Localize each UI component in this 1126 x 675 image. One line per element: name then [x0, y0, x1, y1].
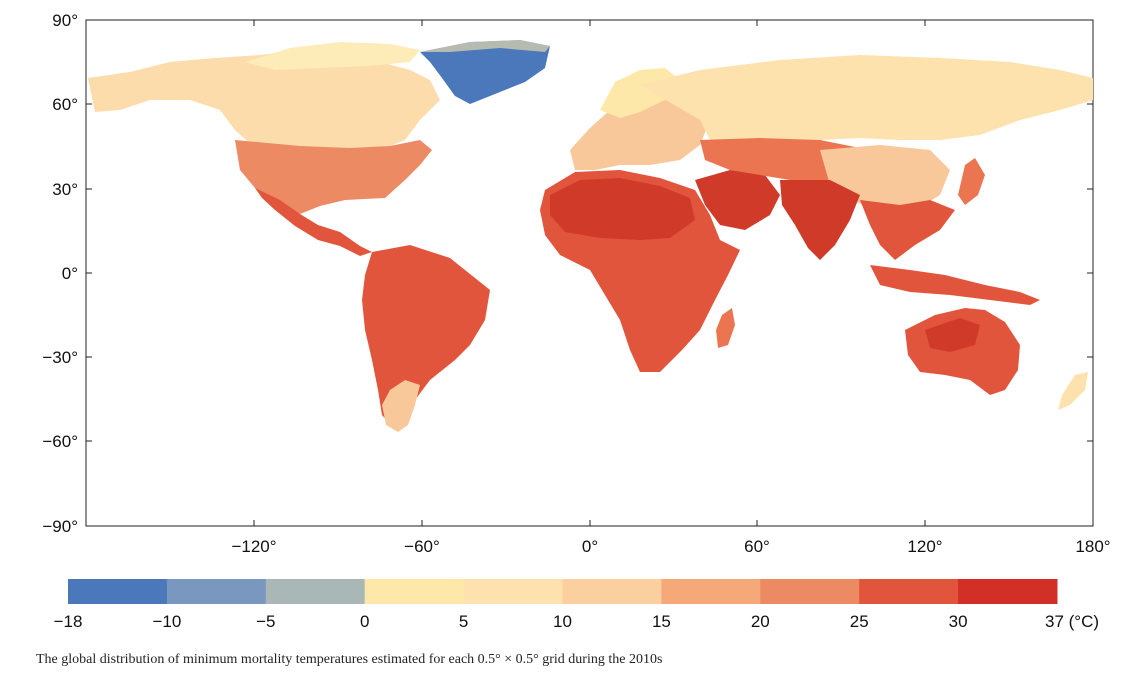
x-tick-label-minus60: −60°	[404, 537, 440, 556]
colorbar-tick-label: 20	[751, 612, 770, 631]
colorbar-segment	[760, 579, 860, 604]
tick-marks	[86, 20, 1093, 526]
land-central-america	[255, 188, 372, 256]
x-tick-label-minus120: −120°	[231, 537, 276, 556]
y-tick-label-minus90: −90°	[42, 517, 78, 536]
y-tick-label-minus30: −30°	[42, 348, 78, 367]
colorbar-tick-label: 5	[459, 612, 468, 631]
land-north-america-north	[88, 50, 440, 150]
land-madagascar	[716, 308, 735, 348]
land-indonesia	[870, 265, 1040, 305]
land-southeast-asia	[860, 200, 955, 260]
y-tick-label-minus60: −60°	[42, 432, 78, 451]
y-tick-label-0: 0°	[62, 264, 78, 283]
colorbar-tick-label: 10	[553, 612, 572, 631]
colorbar	[68, 579, 1058, 604]
colorbar-segment	[68, 579, 168, 604]
land-layer	[88, 40, 1093, 432]
colorbar-labels: −18 −10 −5 0 5 10 15 20 25 30 37 (°C)	[54, 612, 1099, 631]
land-india	[780, 180, 860, 260]
colorbar-tick-label: 0	[360, 612, 369, 631]
land-japan	[958, 158, 985, 205]
y-tick-label-30: 30°	[52, 180, 78, 199]
colorbar-segment	[364, 579, 465, 604]
land-usa	[235, 140, 432, 214]
land-patagonia	[382, 380, 420, 432]
y-tick-label-90: 90°	[52, 11, 78, 30]
land-europe	[570, 85, 710, 170]
land-south-america	[362, 245, 490, 430]
colorbar-tick-label: −18	[54, 612, 83, 631]
land-middle-east	[695, 170, 780, 230]
land-greenland	[420, 40, 550, 104]
colorbar-tick-label: −5	[256, 612, 275, 631]
colorbar-segment	[958, 579, 1058, 604]
y-axis-labels: 90° 60° 30° 0° −30° −60° −90°	[42, 11, 78, 536]
colorbar-tick-label: 15	[652, 612, 671, 631]
x-axis-labels: −120° −60° 0° 60° 120° 180°	[231, 537, 1110, 556]
colorbar-segment	[661, 579, 761, 604]
land-australia-interior	[925, 318, 980, 352]
land-new-zealand	[1058, 372, 1088, 410]
x-tick-label-0: 0°	[582, 537, 598, 556]
land-greenland-edge	[420, 40, 550, 52]
colorbar-segment	[859, 579, 959, 604]
colorbar-tick-label: 25	[850, 612, 869, 631]
colorbar-segment	[166, 579, 267, 604]
colorbar-segment	[265, 579, 366, 604]
colorbar-tick-label: −10	[152, 612, 181, 631]
x-tick-label-120: 120°	[907, 537, 942, 556]
colorbar-tick-label: 37 (°C)	[1045, 612, 1099, 631]
figure-caption: The global distribution of minimum morta…	[36, 652, 663, 667]
x-tick-label-60: 60°	[744, 537, 770, 556]
x-tick-label-180: 180°	[1075, 537, 1110, 556]
land-arctic-islands	[245, 42, 420, 70]
colorbar-segment	[463, 579, 563, 604]
y-tick-label-60: 60°	[52, 95, 78, 114]
colorbar-tick-label: 30	[949, 612, 968, 631]
land-north-asia	[640, 55, 1093, 140]
colorbar-segment	[562, 579, 662, 604]
land-sahara	[550, 178, 695, 240]
